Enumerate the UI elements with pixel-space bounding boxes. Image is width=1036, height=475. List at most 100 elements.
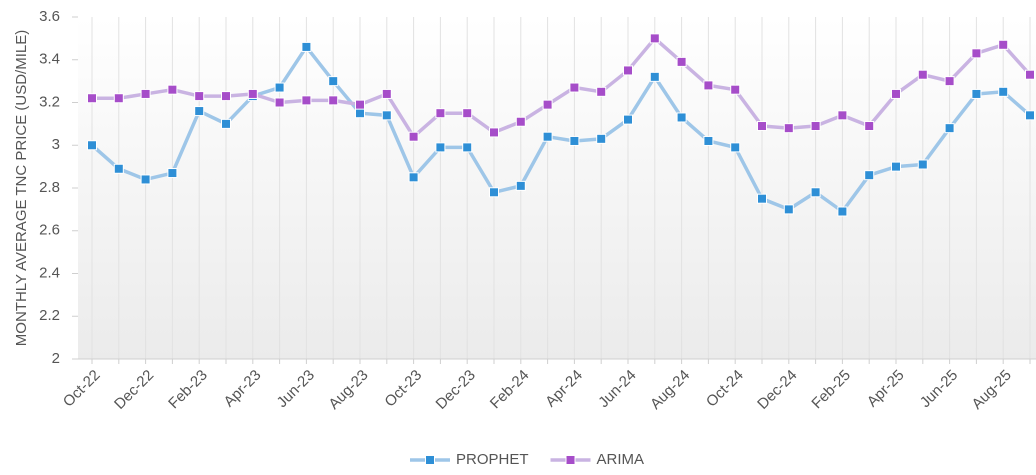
legend-label: ARIMA — [597, 451, 645, 468]
data-point — [167, 168, 178, 179]
data-point — [113, 93, 124, 104]
y-tick-label: 2.2 — [39, 307, 60, 324]
data-point — [274, 97, 285, 108]
data-point — [783, 204, 794, 215]
data-point — [489, 127, 499, 138]
data-point — [221, 118, 231, 129]
y-tick-label: 3 — [52, 136, 60, 153]
data-point — [810, 121, 821, 132]
data-point — [864, 170, 875, 181]
y-tick-label: 2.8 — [39, 179, 60, 196]
data-point — [355, 99, 365, 110]
data-point — [649, 71, 660, 82]
y-tick-label: 2.4 — [39, 264, 60, 281]
plot-area — [78, 17, 1036, 359]
data-point — [730, 84, 741, 95]
data-point — [194, 91, 205, 102]
data-point — [435, 108, 446, 119]
data-point — [971, 48, 982, 59]
data-point — [328, 76, 339, 87]
x-tick-label: Aug-24 — [647, 367, 693, 413]
data-point — [944, 76, 955, 87]
data-point — [1025, 110, 1035, 121]
data-point — [408, 172, 419, 183]
x-tick-label: Dec-22 — [111, 367, 157, 413]
data-point — [676, 56, 687, 67]
x-tick-label: Feb-23 — [165, 367, 211, 413]
data-point — [355, 108, 365, 119]
data-point — [917, 159, 928, 170]
data-point — [917, 69, 928, 80]
data-point — [515, 116, 526, 127]
data-point — [435, 142, 446, 153]
data-point — [757, 193, 767, 204]
x-tick-label: Apr-25 — [864, 367, 908, 411]
data-point — [891, 88, 901, 99]
data-point — [542, 131, 553, 142]
data-point — [569, 135, 580, 146]
data-point — [167, 84, 178, 95]
x-tick-label: Feb-24 — [487, 367, 533, 413]
data-point — [221, 91, 231, 102]
x-tick-label: Oct-23 — [381, 367, 425, 411]
data-point — [328, 95, 339, 106]
x-tick-label: Dec-23 — [433, 367, 479, 413]
y-tick-label: 2.6 — [39, 222, 60, 239]
data-point — [301, 41, 312, 52]
x-tick-label: Feb-25 — [808, 367, 854, 413]
data-point — [301, 95, 312, 106]
data-point — [247, 88, 258, 99]
data-point — [891, 161, 901, 172]
data-point — [783, 123, 794, 134]
y-tick-label: 3.2 — [39, 93, 60, 110]
x-tick-label: Apr-23 — [221, 367, 265, 411]
data-point — [703, 135, 714, 146]
data-point — [623, 65, 633, 76]
data-point — [944, 123, 955, 134]
legend-swatch-marker — [565, 455, 576, 465]
x-tick-label: Aug-23 — [325, 367, 371, 413]
x-tick-label: Dec-24 — [754, 367, 800, 413]
data-point — [971, 88, 982, 99]
data-point — [381, 88, 392, 99]
data-point — [998, 86, 1009, 97]
data-point — [274, 82, 285, 93]
data-point — [408, 131, 419, 142]
data-point — [730, 142, 741, 153]
legend-label: PROPHET — [456, 451, 529, 468]
data-point — [569, 82, 580, 93]
data-point — [596, 86, 607, 97]
data-point — [596, 133, 607, 144]
data-point — [381, 110, 392, 121]
data-point — [837, 110, 848, 121]
data-point — [676, 112, 687, 123]
x-tick-label: Jun-24 — [595, 367, 639, 411]
data-point — [140, 88, 151, 99]
data-point — [542, 99, 553, 110]
data-point — [87, 140, 97, 151]
data-point — [87, 93, 97, 104]
y-tick-label: 2 — [52, 350, 60, 367]
x-tick-label: Oct-22 — [60, 367, 104, 411]
y-axis-label: MONTHLY AVERAGE TNC PRICE (USD/MILE) — [13, 30, 30, 346]
data-point — [649, 33, 660, 44]
data-point — [623, 114, 633, 125]
data-point — [1025, 69, 1035, 80]
data-point — [864, 121, 875, 132]
legend-swatch-marker — [425, 455, 435, 465]
data-point — [703, 80, 714, 91]
data-point — [757, 121, 767, 132]
data-point — [194, 106, 205, 117]
y-tick-label: 3.6 — [39, 8, 60, 25]
data-point — [462, 142, 473, 153]
data-point — [462, 108, 473, 119]
x-tick-label: Jun-23 — [274, 367, 318, 411]
data-point — [515, 180, 526, 191]
data-point — [837, 206, 848, 217]
y-tick-label: 3.4 — [39, 51, 60, 68]
data-point — [489, 187, 499, 198]
x-tick-label: Oct-24 — [703, 367, 747, 411]
x-tick-label: Jun-25 — [917, 367, 961, 411]
